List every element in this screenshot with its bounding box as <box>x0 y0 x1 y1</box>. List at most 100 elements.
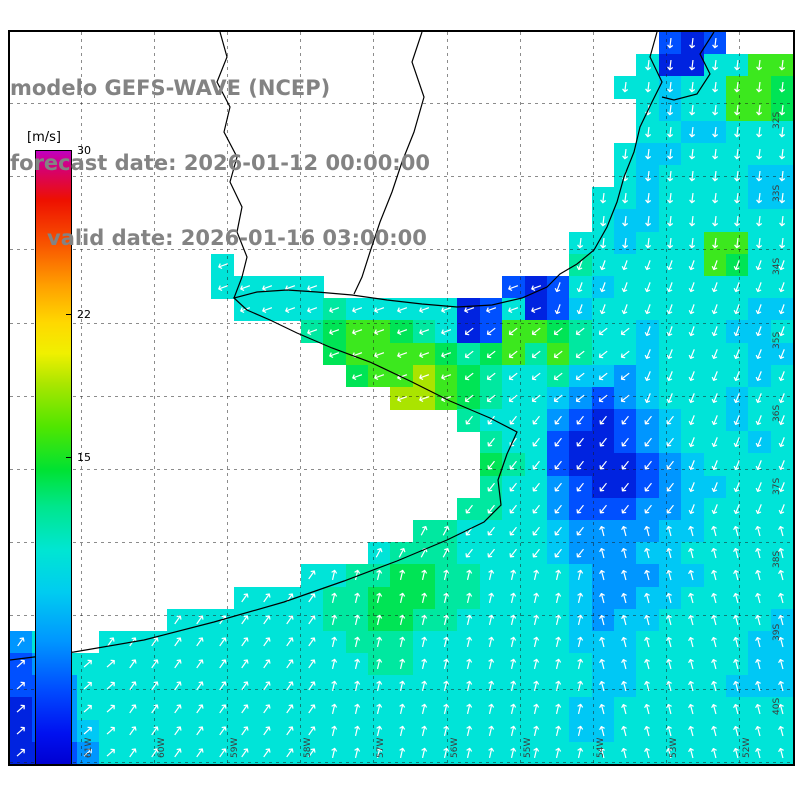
wave-cell <box>614 741 637 764</box>
wave-cell <box>502 697 526 721</box>
wave-cell <box>703 276 727 299</box>
wave-cell <box>681 142 705 166</box>
wave-cell <box>658 564 682 588</box>
wave-cell <box>681 364 705 388</box>
wave-cell <box>725 653 749 676</box>
wave-cell <box>278 697 302 721</box>
wave-cell <box>703 320 727 344</box>
wave-cell <box>703 586 727 610</box>
wave-cell <box>233 675 257 699</box>
wave-cell <box>10 741 33 764</box>
wave-cell <box>703 719 727 743</box>
wave-cell <box>658 608 682 632</box>
wave-cell <box>681 630 705 654</box>
wave-cell <box>725 320 749 344</box>
wave-cell <box>569 719 593 743</box>
wave-cell <box>166 741 190 764</box>
wave-cell <box>211 741 235 764</box>
wave-cell <box>725 542 749 565</box>
wave-cell <box>725 386 749 410</box>
wave-cell <box>703 98 727 122</box>
wave-cell <box>524 697 548 721</box>
wave-cell <box>569 741 593 764</box>
wave-cell <box>233 719 257 743</box>
wave-cell <box>748 276 772 299</box>
wave-cell <box>77 697 101 721</box>
wave-cell <box>479 675 503 699</box>
wave-cell <box>748 653 772 676</box>
wave-cell <box>703 364 727 388</box>
wave-cell <box>748 741 772 764</box>
wave-cell <box>748 364 772 388</box>
wave-cell <box>725 586 749 610</box>
wave-cell <box>725 298 749 321</box>
wave-cell <box>770 453 793 477</box>
wave-cell <box>748 342 772 366</box>
wave-cell <box>658 431 682 455</box>
wave-cell <box>681 209 705 233</box>
wave-cell <box>770 386 793 410</box>
wave-cell <box>658 120 682 144</box>
wave-cell <box>188 741 212 764</box>
wave-cell <box>256 741 280 764</box>
wave-cell <box>658 386 682 410</box>
wave-cell <box>658 98 682 122</box>
wave-cell <box>725 253 749 277</box>
wave-cell <box>748 386 772 410</box>
wave-cell <box>703 386 727 410</box>
wave-cell <box>725 76 749 100</box>
wave-cell <box>233 697 257 721</box>
wave-cell <box>681 276 705 299</box>
wave-cell <box>636 675 660 699</box>
wave-cell <box>77 719 101 743</box>
wave-cell <box>457 675 481 699</box>
wave-cell <box>703 431 727 455</box>
parallel-gridline <box>10 761 793 763</box>
wave-cell <box>300 719 324 743</box>
wave-cell <box>144 719 168 743</box>
wave-cell <box>121 719 145 743</box>
wave-cell <box>725 497 749 521</box>
wave-cell <box>725 608 749 632</box>
title-forecast-date-line: forecast date: 2026-01-12 00:00:00 <box>10 151 430 175</box>
wave-cell <box>725 54 749 77</box>
wave-cell <box>725 741 749 764</box>
wave-cell <box>569 697 593 721</box>
colorbar-tick <box>66 456 72 458</box>
wave-cell <box>725 231 749 255</box>
wave-cell <box>748 520 772 543</box>
wave-cell <box>770 608 793 632</box>
wave-cell <box>211 697 235 721</box>
wave-cell <box>703 741 727 764</box>
wave-cell <box>681 231 705 255</box>
wave-cell <box>457 741 481 764</box>
wave-cell <box>658 542 682 565</box>
wave-cell <box>77 741 101 764</box>
wave-cell <box>748 719 772 743</box>
wave-cell <box>345 741 369 764</box>
latitude-tick-label: 40S <box>772 697 782 715</box>
longitude-tick-label: 57W <box>376 737 387 758</box>
wave-cell <box>144 741 168 764</box>
wave-cell <box>658 520 682 543</box>
wave-cell <box>725 520 749 543</box>
wave-cell <box>770 142 793 166</box>
wave-cell <box>681 497 705 521</box>
wave-cell <box>658 209 682 233</box>
wave-cell <box>166 719 190 743</box>
wave-cell <box>591 741 615 764</box>
wave-cell <box>658 697 682 721</box>
wave-cell <box>725 630 749 654</box>
wave-cell <box>770 520 793 543</box>
wave-cell <box>725 187 749 211</box>
wave-cell <box>614 697 637 721</box>
wave-cell <box>681 608 705 632</box>
wave-cell <box>591 719 615 743</box>
wave-cell <box>770 675 793 699</box>
wave-cell <box>658 187 682 211</box>
wave-cell <box>658 497 682 521</box>
wave-cell <box>770 187 793 211</box>
wave-cell <box>748 298 772 321</box>
wave-cell <box>681 542 705 565</box>
